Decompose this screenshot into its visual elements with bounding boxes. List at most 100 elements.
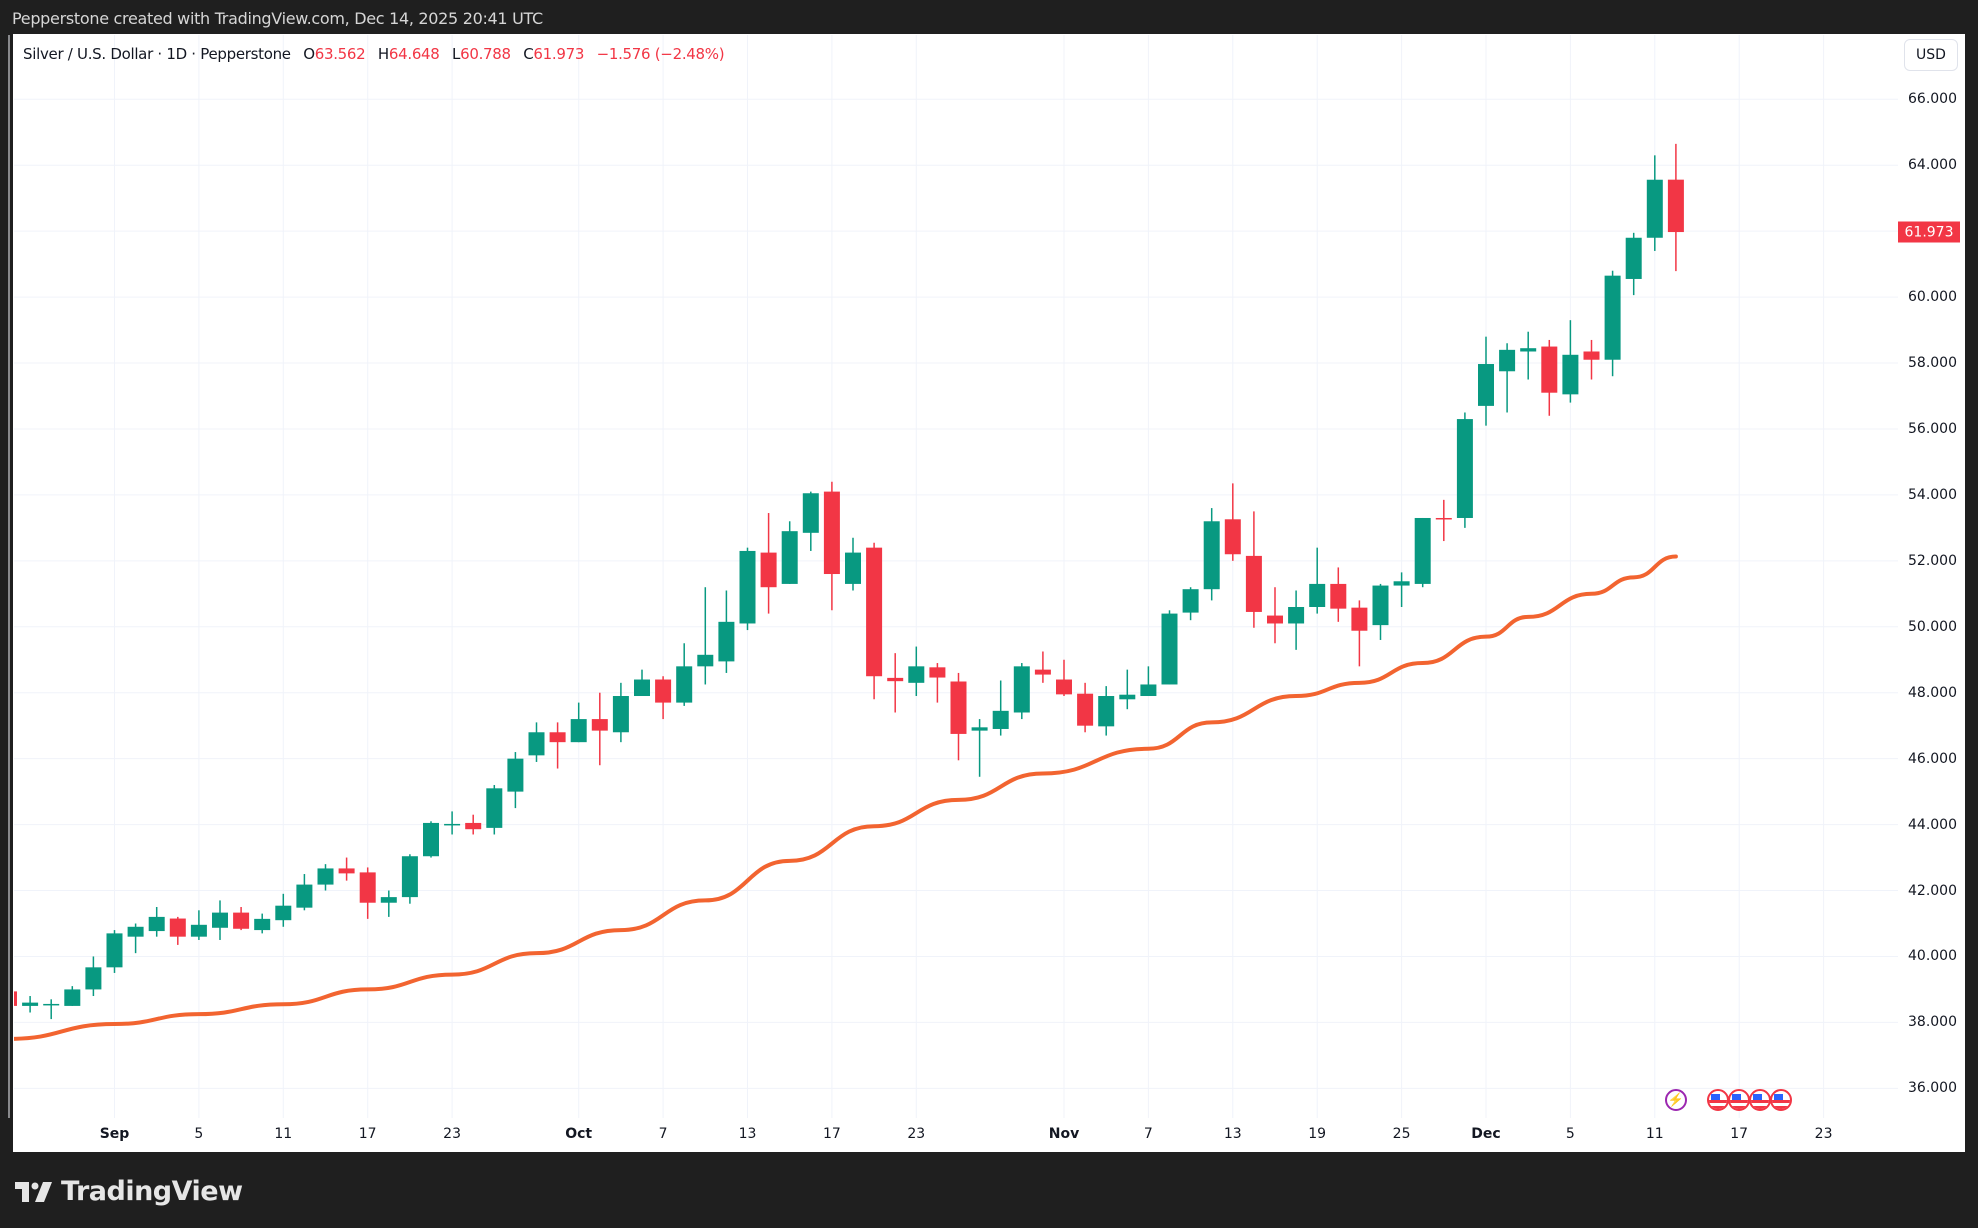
candle-body — [1583, 351, 1600, 360]
bearish-candle — [1583, 339, 1600, 380]
candle-body — [950, 681, 967, 734]
bearish-candle — [866, 542, 883, 700]
bullish-candle — [1203, 508, 1220, 601]
price-tick-label: 46.000 — [1908, 750, 1957, 767]
bullish-candle — [908, 646, 925, 697]
bullish-candle — [992, 680, 1009, 736]
time-tick-label: 7 — [658, 1126, 668, 1142]
candle-body — [1393, 581, 1410, 586]
time-tick-label: 5 — [194, 1126, 204, 1142]
bullish-candle — [570, 702, 587, 743]
bullish-candle — [380, 890, 397, 917]
time-tick-label: Nov — [1048, 1126, 1080, 1142]
candle-body — [1224, 519, 1241, 555]
time-tick-label: 11 — [274, 1126, 293, 1142]
bullish-candle — [22, 996, 39, 1013]
price-tick-label: 36.000 — [1908, 1080, 1957, 1097]
price-tick-label: 48.000 — [1908, 684, 1957, 701]
candle-body — [1119, 694, 1136, 700]
candle-body — [275, 905, 292, 921]
bullish-candle — [212, 900, 228, 940]
change-value: −1.576 (−2.48%) — [596, 45, 725, 63]
bullish-candle — [486, 785, 503, 835]
candle-body — [929, 667, 946, 678]
candle-body — [148, 916, 165, 932]
bearish-candle — [1034, 651, 1051, 683]
bullish-candle — [676, 643, 693, 706]
bearish-candle — [1667, 143, 1684, 272]
bullish-candle — [1013, 663, 1030, 720]
bullish-candle — [43, 999, 60, 1020]
bearish-candle — [1077, 682, 1094, 733]
price-tick-label: 66.000 — [1908, 91, 1957, 108]
bearish-candle — [887, 653, 904, 713]
candle-body — [106, 933, 123, 968]
time-tick-label: 19 — [1308, 1126, 1327, 1142]
candle-body — [1414, 517, 1431, 584]
candle-body — [739, 550, 756, 624]
candle-body — [1435, 517, 1452, 520]
bearish-candle — [169, 916, 186, 945]
candle-body — [1478, 364, 1494, 406]
time-tick-label: 13 — [1223, 1126, 1242, 1142]
bullish-candle — [1414, 517, 1431, 588]
bearish-candle — [1267, 587, 1283, 644]
us-flag-icon[interactable] — [1728, 1089, 1750, 1111]
us-flag-icon[interactable] — [1707, 1089, 1729, 1111]
bearish-candle — [338, 857, 355, 881]
candle-body — [992, 710, 1009, 729]
bullish-candle — [1119, 669, 1136, 710]
price-tick-label: 40.000 — [1908, 948, 1957, 965]
symbol-title: Silver / U.S. Dollar · 1D · Pepperstone — [23, 45, 291, 63]
time-tick-label: Sep — [99, 1126, 130, 1142]
lightning-icon[interactable]: ⚡ — [1665, 1089, 1687, 1111]
bullish-candle — [64, 986, 81, 1006]
candle-body — [401, 856, 418, 898]
bullish-candle — [971, 719, 988, 777]
candle-body — [423, 822, 439, 857]
candle-body — [528, 732, 545, 756]
bullish-candle — [190, 910, 207, 940]
bearish-candle — [1541, 339, 1558, 416]
currency-button[interactable]: USD — [1904, 39, 1958, 71]
candle-body — [43, 1003, 60, 1006]
candle-body — [14, 991, 17, 1006]
candle-body — [1203, 521, 1220, 590]
bullish-candle — [1499, 343, 1516, 413]
low-label: L — [452, 45, 461, 63]
time-tick-label: 17 — [822, 1126, 841, 1142]
candle-body — [655, 679, 672, 703]
bullish-candle — [444, 811, 461, 835]
candle-body — [634, 679, 650, 697]
bearish-candle — [1330, 567, 1347, 622]
candle-body — [465, 822, 482, 830]
open-label: O — [303, 45, 315, 63]
bearish-candle — [950, 672, 967, 761]
symbol-legend: Silver / U.S. Dollar · 1D · Pepperstone … — [23, 45, 725, 63]
bearish-candle — [591, 692, 608, 766]
tradingview-logo[interactable]: TradingView — [15, 1176, 243, 1207]
chart-panel[interactable] — [13, 34, 1965, 1152]
time-tick-label: 17 — [1730, 1126, 1749, 1142]
candle-body — [1562, 354, 1579, 395]
bullish-candle — [739, 547, 756, 631]
bullish-candle — [718, 590, 735, 673]
price-tick-label: 54.000 — [1908, 486, 1957, 503]
us-flag-icon[interactable] — [1749, 1089, 1771, 1111]
candle-body — [1077, 693, 1094, 726]
time-tick-label: Oct — [565, 1126, 593, 1142]
candle-body — [64, 989, 81, 1006]
bullish-candle — [1372, 583, 1389, 640]
candle-body — [1013, 666, 1030, 713]
bullish-candle — [1309, 547, 1326, 614]
candle-body — [823, 491, 840, 575]
us-flag-icon[interactable] — [1770, 1089, 1792, 1111]
candle-body — [1267, 615, 1283, 624]
time-tick-label: 11 — [1645, 1126, 1664, 1142]
candle-body — [676, 666, 693, 703]
time-tick-label: Dec — [1471, 1126, 1501, 1142]
bullish-candle — [1140, 666, 1157, 697]
candle-body — [317, 868, 334, 885]
price-tick-label: 52.000 — [1908, 552, 1957, 569]
